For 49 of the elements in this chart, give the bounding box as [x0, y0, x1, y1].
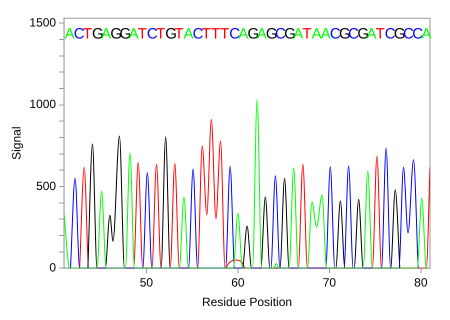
annotation: A	[101, 25, 112, 42]
x-axis-title: Residue Position	[202, 295, 292, 310]
y-tick-label: 0	[49, 260, 56, 275]
line-series	[79, 119, 430, 268]
annotation: G	[394, 25, 406, 42]
annotation: T	[210, 25, 220, 42]
y-tick-label: 1000	[29, 97, 56, 112]
annotation: A	[128, 25, 139, 42]
annotation: G	[248, 25, 260, 42]
annotation: T	[220, 25, 230, 42]
y-tick-label: 500	[36, 178, 56, 193]
line-series	[87, 136, 400, 268]
annotation: C	[192, 25, 204, 42]
annotation: T	[302, 25, 312, 42]
annotation: A	[64, 25, 75, 42]
annotation: G	[92, 25, 104, 42]
annotation: C	[229, 25, 240, 42]
annotation: A	[366, 25, 376, 42]
x-tick-label: 60	[231, 276, 245, 290]
x-tick-label: 50	[140, 276, 154, 290]
annotation: C	[146, 25, 158, 42]
y-axis-title: Signal	[10, 126, 24, 160]
annotation: A	[421, 25, 432, 42]
annotation: T	[174, 25, 184, 42]
annotation: G	[165, 25, 177, 42]
annotation: C	[403, 25, 414, 42]
annotation: C	[384, 25, 396, 42]
line-series	[70, 148, 419, 268]
annotation: A	[312, 25, 322, 42]
annotation: A	[293, 25, 304, 42]
annotation: G	[284, 25, 296, 42]
annotation: A	[320, 25, 331, 42]
annotation: A	[238, 25, 248, 42]
annotation: C	[348, 25, 360, 42]
annotation: T	[376, 25, 385, 42]
annotation: C	[74, 25, 85, 42]
y-tick-label: 1500	[29, 15, 56, 30]
x-tick-label: 80	[414, 276, 428, 290]
annotation: T	[138, 25, 147, 42]
annotation: G	[339, 25, 351, 42]
annotation: C	[412, 25, 424, 42]
annotation: T	[202, 25, 211, 42]
annotation: T	[156, 25, 166, 42]
x-tick-label: 70	[322, 276, 336, 290]
annotation: C	[330, 25, 341, 42]
annotation: T	[82, 25, 92, 42]
annotation: A	[184, 25, 194, 42]
annotation: G	[357, 25, 369, 42]
annotation: A	[256, 25, 267, 42]
